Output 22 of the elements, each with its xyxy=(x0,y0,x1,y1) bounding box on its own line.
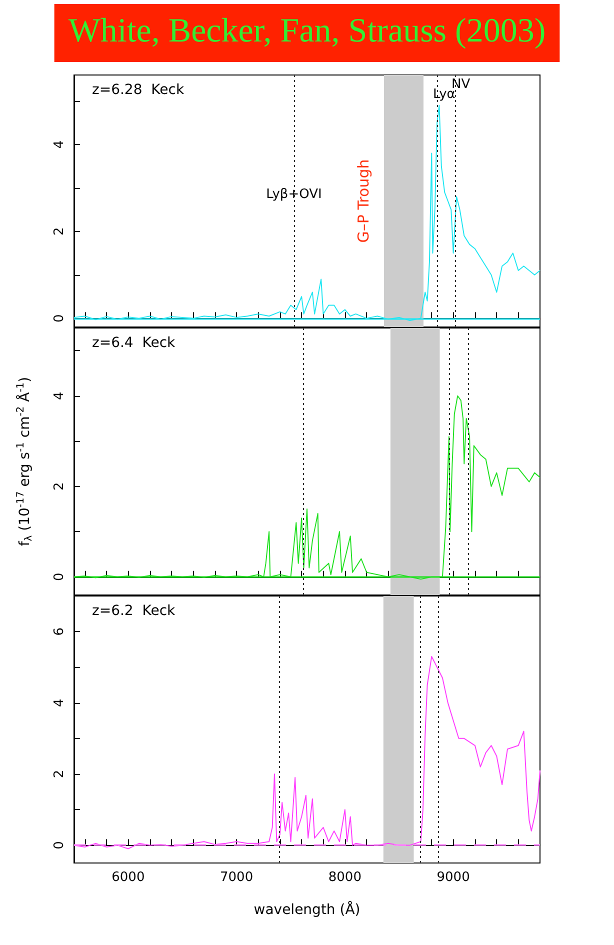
ref-line-label: Lyβ+OVI xyxy=(266,187,322,202)
chart-title: White, Becker, Fan, Strauss (2003) xyxy=(68,12,546,50)
y-tick-label: 4 xyxy=(52,392,67,400)
annotation: z=6.28 Keck xyxy=(92,82,185,98)
annotation: z=6.4 Keck xyxy=(92,335,176,351)
y-tick-label: 6 xyxy=(52,627,67,636)
band-label: G–P Trough xyxy=(354,159,373,243)
x-tick-label: 7000 xyxy=(220,870,254,885)
x-axis-title: wavelength (Å) xyxy=(254,901,360,918)
annotation: z=6.2 Keck xyxy=(92,603,176,619)
y-tick-label: 0 xyxy=(52,314,67,322)
y-tick-label: 0 xyxy=(52,572,67,582)
y-tick-label: 2 xyxy=(52,227,67,236)
x-tick-label: 9000 xyxy=(436,870,470,885)
text: fλ (10-17 erg s-1 cm-2 Å-1) xyxy=(16,376,34,546)
y-tick-label: 2 xyxy=(52,482,67,491)
y-tick-label: 2 xyxy=(52,770,67,778)
x-tick-label: 6000 xyxy=(112,870,145,885)
y-tick-label: 0 xyxy=(52,841,67,850)
x-tick-label: 8000 xyxy=(328,870,362,885)
y-tick-label: 4 xyxy=(52,698,67,707)
y-tick-label: 4 xyxy=(52,140,67,149)
